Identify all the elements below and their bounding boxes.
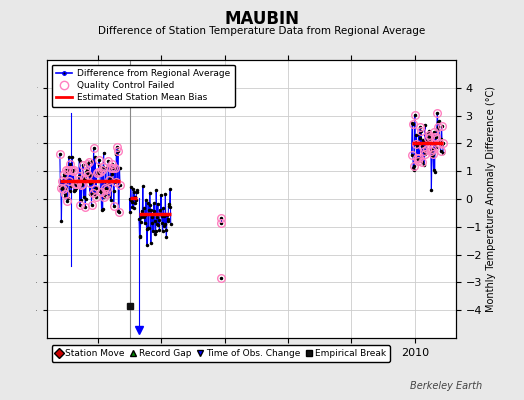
Text: Berkeley Earth: Berkeley Earth [410,381,482,391]
Text: Difference of Station Temperature Data from Regional Average: Difference of Station Temperature Data f… [99,26,425,36]
Text: MAUBIN: MAUBIN [224,10,300,28]
Y-axis label: Monthly Temperature Anomaly Difference (°C): Monthly Temperature Anomaly Difference (… [486,86,496,312]
Legend: Station Move, Record Gap, Time of Obs. Change, Empirical Break: Station Move, Record Gap, Time of Obs. C… [52,345,390,362]
